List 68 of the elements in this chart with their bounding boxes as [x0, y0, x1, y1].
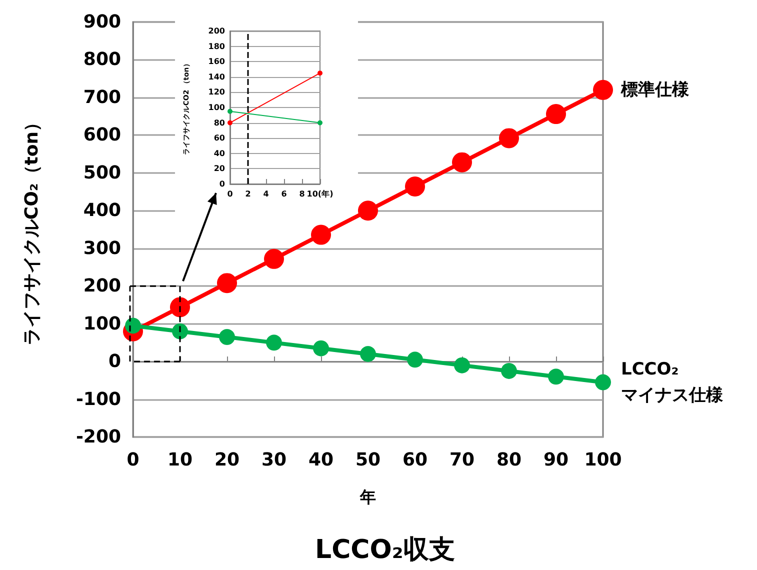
x-tick-label: 4	[263, 190, 270, 198]
point	[170, 297, 190, 318]
x-tick-label: 40	[308, 450, 334, 470]
y-tick-label: 140	[208, 72, 226, 82]
point	[546, 104, 566, 124]
y-tick-label: 300	[83, 238, 121, 259]
y-tick-label: 100	[83, 313, 121, 334]
text: LCCO₂収支	[315, 535, 456, 565]
point	[405, 176, 425, 196]
y-tick-label: 0	[108, 351, 121, 372]
y-tick-label: 180	[208, 42, 226, 51]
y-tick-label: 600	[83, 124, 121, 146]
point	[217, 273, 237, 294]
x-tick-label: 0	[227, 190, 234, 198]
point	[264, 248, 284, 269]
point	[313, 340, 329, 356]
y-tick-label: 200	[83, 276, 121, 297]
y-tick-label: 60	[214, 134, 226, 143]
point	[172, 323, 188, 340]
y-tick-label: 160	[208, 57, 226, 66]
y-axis-title: ライフサイクルCO₂（ton）	[22, 113, 42, 346]
point	[595, 374, 611, 390]
x-tick-label: 2	[245, 190, 251, 198]
y-tick-label: 120	[208, 88, 226, 97]
point	[501, 362, 517, 379]
point	[358, 200, 378, 221]
point	[452, 152, 472, 172]
x-tick-label: 8	[299, 190, 306, 198]
y-tick-label: 80	[214, 118, 226, 128]
y-tick-label: 400	[83, 200, 121, 222]
y-tick-label: 900	[83, 12, 121, 32]
x-tick-label: 60	[402, 450, 428, 470]
x-tick-label: 80	[496, 450, 522, 470]
point	[499, 128, 519, 148]
point	[219, 329, 235, 346]
point	[454, 357, 470, 374]
point	[318, 120, 322, 126]
x-tick-label: 10	[167, 450, 193, 470]
x-tick-label: 70	[449, 450, 475, 470]
point	[228, 108, 232, 114]
x-tick-label: 50	[355, 450, 381, 470]
y-tick-label: -200	[76, 426, 121, 448]
x-tick-label: 10(年)	[306, 190, 334, 198]
x-tick-label: 6	[281, 190, 288, 198]
y-tick-label: 40	[214, 148, 226, 158]
x-tick-label: 0	[126, 450, 140, 470]
point	[593, 80, 613, 100]
y-tick-label: 200	[208, 26, 226, 36]
point	[266, 334, 282, 351]
x-axis-title: 年	[359, 488, 376, 506]
point	[311, 224, 331, 245]
x-tick-label: 100	[584, 450, 622, 470]
series-label: 標準仕様	[620, 80, 690, 100]
y-tick-label: 500	[83, 162, 121, 184]
y-tick-label: 700	[83, 86, 121, 108]
point	[548, 368, 564, 385]
point	[360, 346, 376, 362]
y-tick-label: 800	[83, 49, 121, 70]
point	[407, 352, 423, 368]
x-tick-label: 30	[261, 450, 287, 470]
series-label: LCCO₂ マイナス仕様	[621, 359, 724, 406]
x-tick-label: 90	[543, 450, 569, 470]
y-tick-label: 100	[208, 103, 226, 112]
y-tick-label: 0	[219, 180, 226, 188]
point	[228, 120, 232, 126]
y-tick-label: -100	[76, 388, 121, 410]
y-tick-label: 20	[214, 164, 226, 174]
point	[318, 70, 322, 76]
